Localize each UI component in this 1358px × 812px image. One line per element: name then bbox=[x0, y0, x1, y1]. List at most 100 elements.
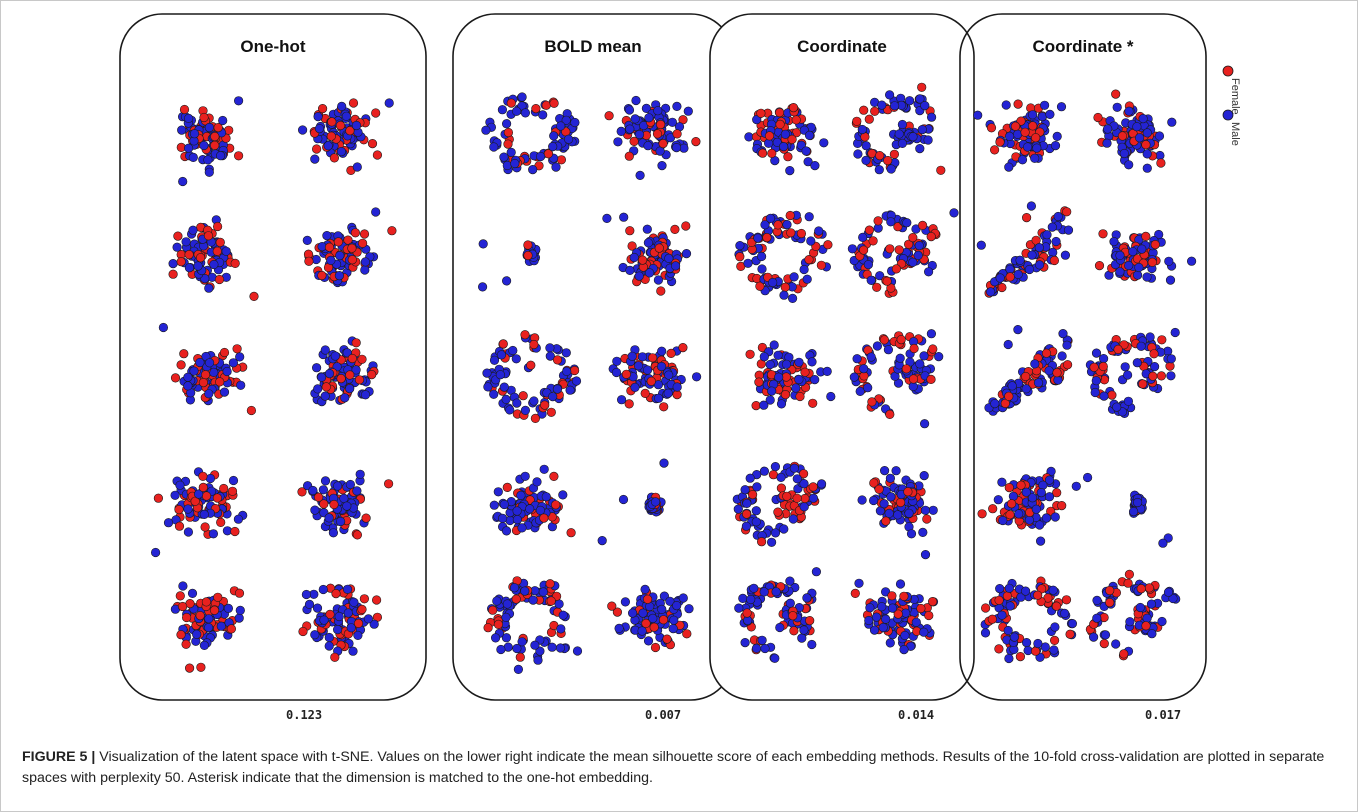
point-female bbox=[901, 364, 912, 374]
point-male bbox=[684, 604, 694, 614]
fold-3-scatter bbox=[734, 210, 833, 304]
point-male bbox=[806, 236, 816, 246]
point-male bbox=[751, 517, 761, 527]
point-female bbox=[331, 588, 341, 599]
point-female bbox=[219, 347, 230, 358]
point-male bbox=[200, 274, 210, 284]
point-male bbox=[733, 504, 743, 514]
point-female bbox=[894, 245, 904, 255]
point-male bbox=[886, 217, 896, 227]
point-female bbox=[1124, 569, 1134, 580]
point-female bbox=[1051, 601, 1062, 611]
point-male bbox=[630, 382, 640, 393]
point-male bbox=[351, 365, 361, 375]
point-female bbox=[868, 236, 878, 246]
point-male bbox=[616, 126, 626, 136]
point-male bbox=[183, 504, 193, 514]
point-male bbox=[816, 479, 827, 489]
panel-2: BOLD mean bbox=[452, 13, 734, 701]
point-male bbox=[1138, 113, 1148, 124]
point-male bbox=[620, 597, 631, 607]
point-male bbox=[502, 599, 513, 609]
point-female bbox=[786, 228, 796, 238]
point-female bbox=[1057, 501, 1067, 511]
point-male bbox=[923, 267, 934, 277]
fold-1-scatter bbox=[744, 102, 829, 176]
point-male bbox=[630, 114, 640, 124]
point-female bbox=[384, 479, 394, 489]
point-female bbox=[174, 521, 185, 531]
point-female bbox=[345, 370, 355, 380]
point-male bbox=[495, 370, 506, 380]
point-female bbox=[764, 131, 775, 141]
point-female bbox=[200, 370, 211, 380]
point-female bbox=[168, 269, 178, 279]
point-male bbox=[642, 224, 652, 234]
point-male bbox=[304, 599, 315, 610]
point-male bbox=[782, 220, 792, 230]
point-male bbox=[642, 365, 653, 375]
point-female bbox=[762, 233, 772, 243]
point-female bbox=[314, 492, 324, 502]
point-male bbox=[638, 608, 648, 618]
point-female bbox=[170, 373, 181, 383]
point-female bbox=[859, 105, 869, 115]
point-female bbox=[549, 471, 559, 482]
point-female bbox=[805, 615, 815, 626]
point-female bbox=[1065, 629, 1075, 639]
point-male bbox=[997, 610, 1007, 620]
point-male bbox=[1088, 632, 1099, 642]
point-female bbox=[198, 378, 208, 388]
point-male bbox=[512, 398, 522, 408]
point-male bbox=[1031, 504, 1041, 514]
point-female bbox=[1030, 646, 1041, 656]
point-female bbox=[785, 210, 795, 221]
point-male bbox=[360, 390, 371, 400]
point-female bbox=[556, 155, 567, 165]
point-male bbox=[878, 622, 888, 633]
point-male bbox=[554, 599, 564, 609]
point-male bbox=[1122, 370, 1133, 380]
point-female bbox=[796, 228, 807, 239]
point-male bbox=[511, 106, 522, 116]
point-female bbox=[359, 229, 370, 239]
point-male bbox=[625, 124, 635, 134]
point-male bbox=[1092, 613, 1102, 623]
point-female bbox=[483, 623, 493, 633]
point-female bbox=[1049, 635, 1060, 646]
point-female bbox=[881, 516, 891, 526]
point-female bbox=[808, 398, 818, 408]
point-female bbox=[1105, 597, 1115, 608]
point-female bbox=[234, 588, 245, 598]
point-female bbox=[1138, 379, 1148, 389]
point-female bbox=[655, 119, 666, 130]
point-male bbox=[637, 352, 648, 362]
point-male bbox=[236, 380, 246, 390]
fold-3-scatter bbox=[478, 239, 541, 292]
point-male bbox=[499, 499, 509, 510]
point-male bbox=[854, 578, 864, 588]
point-male bbox=[502, 276, 512, 286]
point-male bbox=[683, 106, 693, 116]
point-male bbox=[759, 587, 769, 597]
point-female bbox=[488, 605, 498, 615]
point-male bbox=[228, 475, 239, 486]
point-female bbox=[551, 500, 561, 510]
point-female bbox=[201, 597, 211, 607]
point-male bbox=[520, 405, 531, 416]
point-male bbox=[189, 129, 200, 139]
point-male bbox=[919, 351, 929, 361]
point-male bbox=[545, 343, 555, 353]
point-female bbox=[621, 369, 632, 379]
point-female bbox=[523, 240, 533, 250]
point-female bbox=[347, 243, 357, 253]
point-male bbox=[611, 367, 622, 378]
point-male bbox=[209, 259, 219, 270]
point-male bbox=[310, 630, 320, 640]
point-male bbox=[624, 105, 635, 115]
point-male bbox=[1003, 625, 1013, 636]
point-male bbox=[773, 350, 783, 360]
point-female bbox=[787, 134, 797, 144]
point-female bbox=[319, 499, 329, 509]
point-male bbox=[345, 384, 355, 394]
